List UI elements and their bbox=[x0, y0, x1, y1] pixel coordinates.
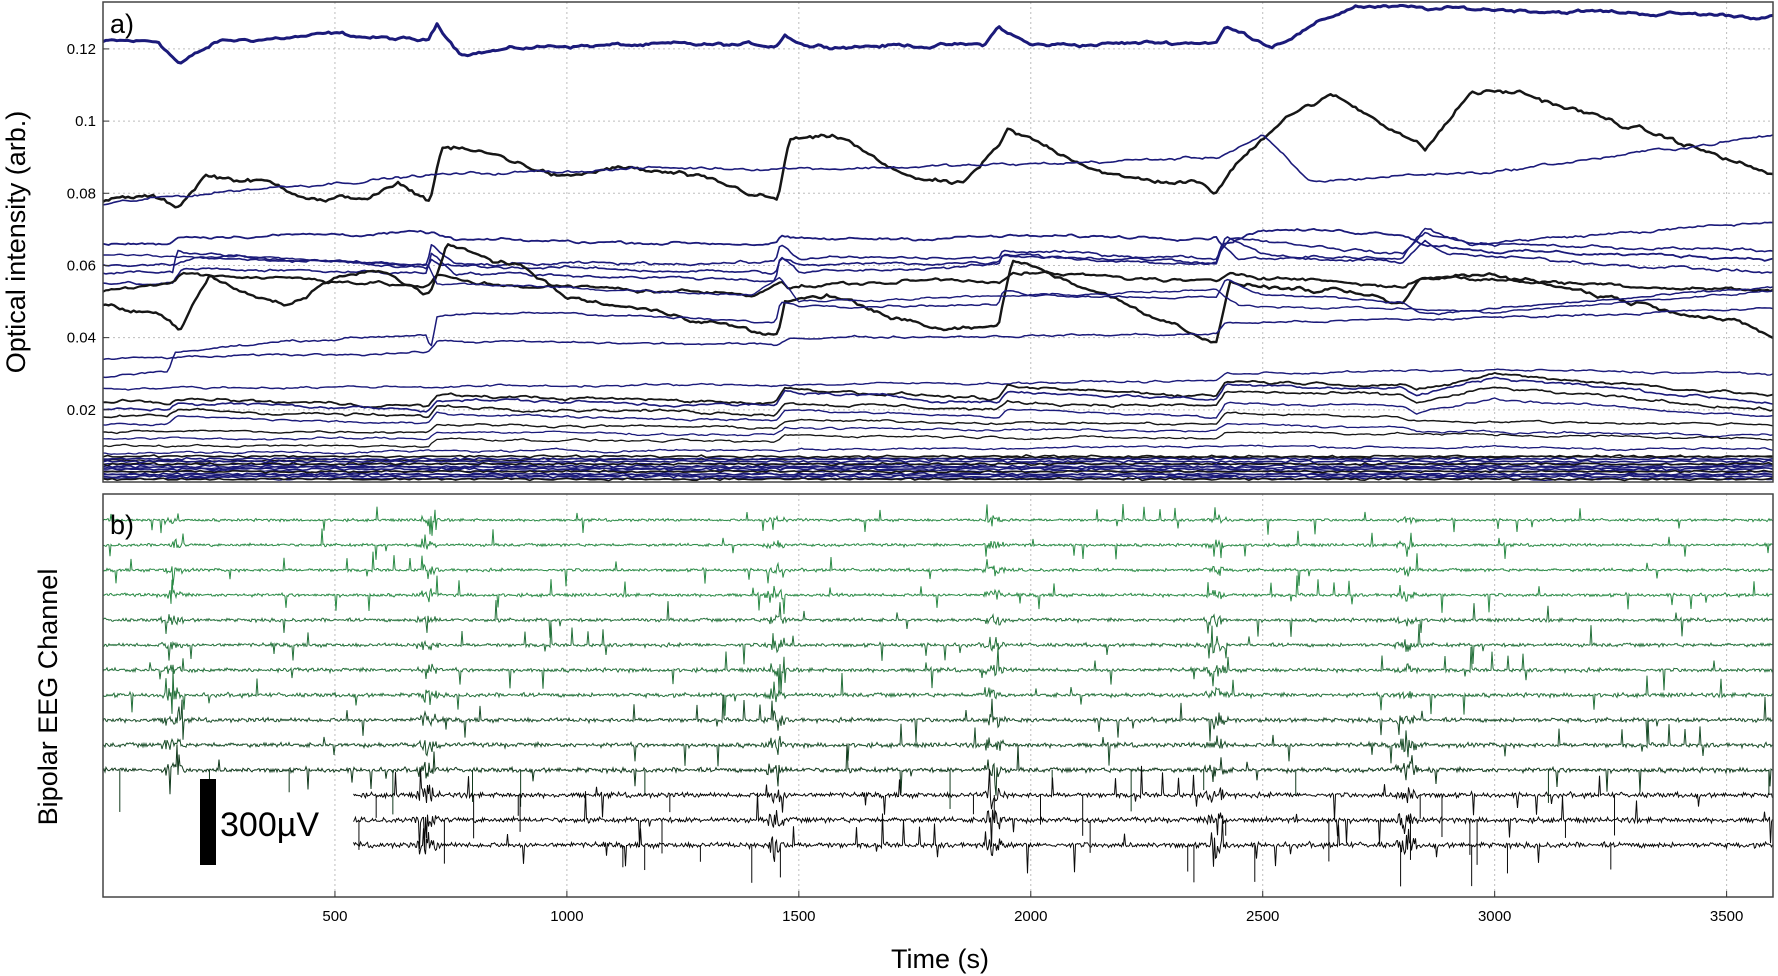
eeg-channel-9 bbox=[102, 694, 1774, 743]
series-trace-6 bbox=[102, 239, 1774, 275]
eeg-channel-1 bbox=[102, 503, 1774, 536]
panel-a-label: a) bbox=[110, 9, 134, 39]
y-tick-label: 0.06 bbox=[67, 257, 96, 274]
y-tick-label: 0.08 bbox=[67, 185, 96, 202]
series-trace-3 bbox=[102, 134, 1774, 206]
eeg-channel-11 bbox=[102, 743, 1774, 796]
y-tick-label: 0.12 bbox=[67, 41, 96, 58]
series-trace-2 bbox=[102, 89, 1774, 209]
x-tick-label: 3500 bbox=[1710, 908, 1743, 925]
x-tick-label: 2500 bbox=[1246, 908, 1279, 925]
panel-a: 0.02 0.04 0.06 0.08 0.1 0.12 a) Optical inten… bbox=[1, 1, 1774, 483]
floor-trace bbox=[102, 469, 1774, 474]
x-tick-label: 500 bbox=[322, 908, 347, 925]
floor-trace bbox=[102, 456, 1774, 462]
panel-a-grid bbox=[103, 2, 1773, 482]
series-trace-16 bbox=[102, 386, 1774, 419]
eeg-channel-13 bbox=[353, 791, 1773, 849]
x-tick-label: 1500 bbox=[782, 908, 815, 925]
series-trace-12 bbox=[103, 253, 1774, 314]
eeg-channel-4 bbox=[102, 575, 1774, 615]
eeg-channel-8 bbox=[102, 670, 1774, 716]
floor-trace bbox=[102, 464, 1773, 469]
eeg-channel-6 bbox=[102, 623, 1774, 665]
series-trace-13 bbox=[102, 368, 1774, 391]
series-trace-11 bbox=[102, 307, 1774, 361]
y-tick-label: 0.02 bbox=[67, 402, 96, 419]
series-trace-21 bbox=[102, 444, 1774, 455]
panel-b: b) 300µV Bipolar EEG Channel 500 1000 1500… bbox=[33, 493, 1774, 974]
x-tick-label: 2000 bbox=[1014, 908, 1047, 925]
eeg-channel-5 bbox=[102, 600, 1774, 638]
series-trace-4 bbox=[102, 227, 1774, 262]
eeg-channel-14 bbox=[353, 813, 1773, 874]
panel-a-floor-band bbox=[102, 453, 1774, 482]
scale-bar-label: 300µV bbox=[220, 806, 319, 844]
x-axis-ticks: 500 1000 1500 2000 2500 3000 3500 bbox=[322, 891, 1743, 925]
panel-b-frame bbox=[102, 493, 1774, 898]
x-axis-title: Time (s) bbox=[891, 944, 989, 974]
x-tick-label: 1000 bbox=[550, 908, 583, 925]
x-tick-label: 3000 bbox=[1478, 908, 1511, 925]
eeg-channel-7 bbox=[102, 646, 1774, 694]
panel-a-y-ticks: 0.02 0.04 0.06 0.08 0.1 0.12 bbox=[67, 41, 109, 419]
scale-bar bbox=[200, 779, 216, 865]
series-trace-18 bbox=[103, 411, 1774, 435]
floor-trace bbox=[103, 466, 1774, 472]
series-trace-17 bbox=[102, 397, 1774, 427]
series-trace-19 bbox=[102, 422, 1774, 441]
floor-trace bbox=[102, 476, 1774, 482]
series-trace-14 bbox=[102, 371, 1774, 409]
panel-b-label: b) bbox=[110, 510, 134, 540]
floor-trace bbox=[102, 474, 1774, 479]
series-trace-1 bbox=[102, 4, 1774, 65]
eeg-channel-10 bbox=[102, 718, 1774, 767]
series-trace-15 bbox=[102, 376, 1774, 413]
series-trace-5 bbox=[102, 221, 1774, 268]
eeg-channel-12 bbox=[353, 765, 1773, 821]
y-axis-title-optical: Optical intensity (arb.) bbox=[1, 111, 31, 374]
floor-trace bbox=[102, 471, 1774, 477]
series-trace-20 bbox=[102, 431, 1774, 448]
y-tick-label: 0.04 bbox=[67, 330, 96, 347]
floor-trace bbox=[102, 461, 1774, 467]
panel-a-frame bbox=[102, 1, 1774, 483]
series-trace-9 bbox=[102, 270, 1774, 298]
panel-a-series bbox=[102, 4, 1774, 482]
panel-b-eeg-channels bbox=[102, 503, 1774, 887]
y-tick-label: 0.1 bbox=[75, 113, 96, 130]
eeg-channel-2 bbox=[102, 528, 1774, 560]
series-trace-8 bbox=[102, 243, 1774, 344]
y-axis-title-eeg: Bipolar EEG Channel bbox=[33, 569, 63, 826]
eeg-channel-3 bbox=[102, 551, 1774, 587]
floor-trace bbox=[102, 453, 1773, 459]
series-trace-10 bbox=[102, 278, 1774, 379]
floor-trace bbox=[102, 459, 1774, 464]
